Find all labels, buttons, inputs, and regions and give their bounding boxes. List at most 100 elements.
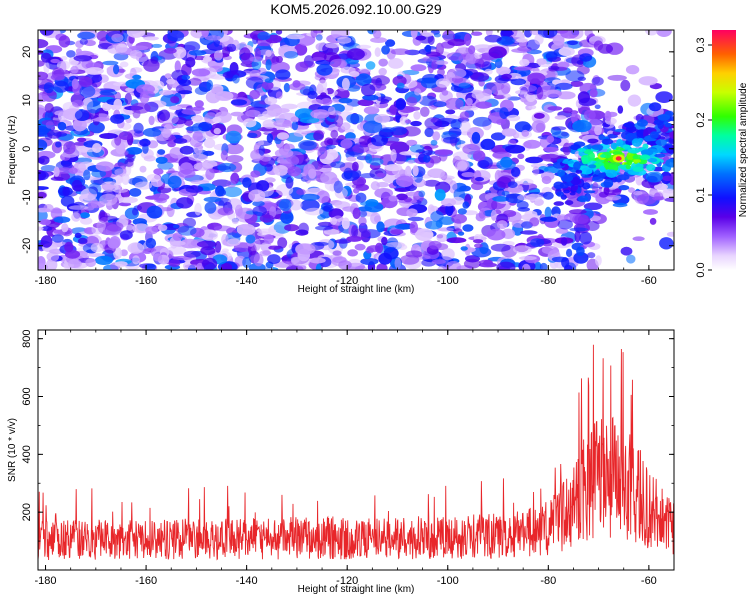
spectrogram-signal-cell bbox=[647, 158, 658, 163]
spectrogram-cell bbox=[275, 91, 283, 100]
spectrogram-cell bbox=[206, 79, 214, 91]
spectrogram-cell bbox=[99, 133, 118, 139]
snr-x-tick-label: -100 bbox=[437, 575, 459, 587]
spectrogram-cell bbox=[351, 225, 359, 238]
spectrogram-cell bbox=[560, 237, 568, 246]
spectrogram-cell bbox=[95, 161, 115, 172]
spectrogram-cell bbox=[574, 230, 581, 243]
spectrogram-cell bbox=[81, 147, 97, 153]
spectrogram-cell bbox=[237, 207, 254, 220]
spectrogram-signal-cell bbox=[556, 191, 564, 197]
spectrogram-cell bbox=[406, 208, 418, 217]
spectrogram-cell bbox=[73, 55, 93, 62]
spectrogram-signal-cell bbox=[560, 174, 574, 182]
spectrogram-cell bbox=[68, 167, 78, 174]
spectrogram-cell bbox=[164, 73, 172, 79]
spectrogram-signal-cell bbox=[577, 195, 589, 203]
spectrogram-cell bbox=[503, 93, 511, 100]
spectrogram-cell bbox=[533, 112, 545, 119]
spectrogram-cell bbox=[534, 34, 544, 45]
spectrogram-cell bbox=[532, 166, 540, 176]
spectrogram-cell bbox=[39, 30, 54, 36]
spectrogram-cell bbox=[212, 116, 222, 123]
spectrogram-cell bbox=[351, 184, 361, 189]
spectrogram-cell bbox=[300, 193, 320, 201]
spectrogram-cell bbox=[79, 38, 88, 45]
spectrogram-cell bbox=[501, 190, 510, 197]
snr-y-tick-label: 600 bbox=[21, 387, 33, 405]
spectrogram-cell bbox=[111, 33, 124, 43]
spectrogram-cell bbox=[365, 247, 374, 254]
spectrogram-cell bbox=[445, 109, 456, 115]
spectrogram-cell bbox=[368, 157, 384, 166]
spectrogram-cell bbox=[183, 41, 201, 53]
spectrogram-cell bbox=[434, 149, 453, 156]
spectrogram-cell bbox=[313, 130, 324, 141]
spectrogram-cell bbox=[143, 36, 160, 41]
colorbar-gradient bbox=[712, 30, 736, 270]
spectrogram-cell bbox=[356, 44, 372, 50]
spectrogram-cell bbox=[346, 113, 364, 124]
spectrogram-cell bbox=[524, 210, 538, 218]
spectrogram-cell bbox=[523, 139, 541, 149]
spectrogram-cell bbox=[632, 236, 645, 241]
spectrogram-cell bbox=[157, 149, 166, 155]
spectrogram-cell bbox=[273, 221, 292, 234]
spectrogram-cell bbox=[562, 107, 573, 114]
spectrogram-cell bbox=[428, 155, 442, 164]
spectrogram-cell bbox=[264, 177, 276, 183]
spectrogram-cell bbox=[490, 209, 497, 221]
spectrogram-cell bbox=[365, 199, 379, 207]
spectrogram-cell bbox=[317, 214, 326, 220]
spectrogram-cell bbox=[310, 30, 318, 38]
spectrogram-cell bbox=[40, 52, 52, 63]
spectrogram-cell bbox=[203, 56, 212, 62]
spectrogram-cell bbox=[38, 125, 50, 135]
spectrogram-cell bbox=[352, 144, 370, 154]
spectrogram-cell bbox=[269, 206, 277, 218]
spectrogram-cell bbox=[265, 49, 272, 57]
spectrogram-cell bbox=[528, 104, 537, 110]
snr-y-tick-label: 400 bbox=[21, 445, 33, 463]
spectrogram-cell bbox=[579, 53, 593, 62]
spectrogram-cell bbox=[496, 66, 511, 76]
spectrogram-cell bbox=[71, 78, 79, 90]
spectrogram-cell bbox=[459, 111, 470, 120]
spectrogram-cell bbox=[410, 120, 422, 127]
spectrogram-cell bbox=[510, 78, 527, 86]
snr-x-tick-label: -60 bbox=[641, 575, 657, 587]
spectrogram-cell bbox=[496, 176, 512, 189]
spectrogram-cell bbox=[505, 144, 526, 154]
spectrogram-cell bbox=[423, 154, 431, 163]
spectrogram-signal-cell bbox=[601, 138, 614, 145]
spectrogram-cell bbox=[471, 182, 484, 191]
spectrogram-signal-cell bbox=[573, 161, 581, 171]
spectrogram-cell bbox=[578, 98, 597, 106]
spectrogram-cell bbox=[373, 30, 382, 39]
spectrogram-cell bbox=[102, 177, 114, 183]
spectrogram-cell bbox=[414, 88, 422, 96]
spectrogram-cell bbox=[62, 186, 70, 197]
spectrogram-signal-cell bbox=[612, 151, 623, 156]
spectrogram-cell bbox=[326, 138, 343, 146]
spectrogram-cell bbox=[331, 256, 348, 267]
spectrogram-cell bbox=[261, 81, 274, 90]
spectrogram-cell bbox=[395, 175, 414, 188]
spectrogram-cell bbox=[60, 56, 68, 61]
spectrogram-cell bbox=[242, 257, 252, 268]
spectrogram-cell bbox=[526, 93, 536, 103]
snr-panel: -180 -160 -140 -120 -100 -80 -60 200400600800 … bbox=[7, 329, 675, 595]
spectrogram-cell bbox=[540, 216, 558, 222]
spectrogram-cell bbox=[400, 254, 420, 265]
spectrogram-cell bbox=[118, 196, 138, 204]
spectrogram-signal-cell bbox=[640, 154, 651, 160]
spectrogram-cell bbox=[173, 138, 188, 144]
spectrogram-cell bbox=[119, 131, 133, 141]
spectrogram-cell bbox=[595, 255, 602, 266]
spectrogram-signal-cell bbox=[583, 190, 596, 194]
colorbar-tick-label: 0.2 bbox=[695, 112, 707, 127]
spectrogram-cell bbox=[418, 190, 426, 198]
spectrogram-cell bbox=[217, 207, 234, 216]
spectrogram-cell bbox=[314, 241, 329, 246]
spectrogram-cell bbox=[181, 108, 202, 115]
